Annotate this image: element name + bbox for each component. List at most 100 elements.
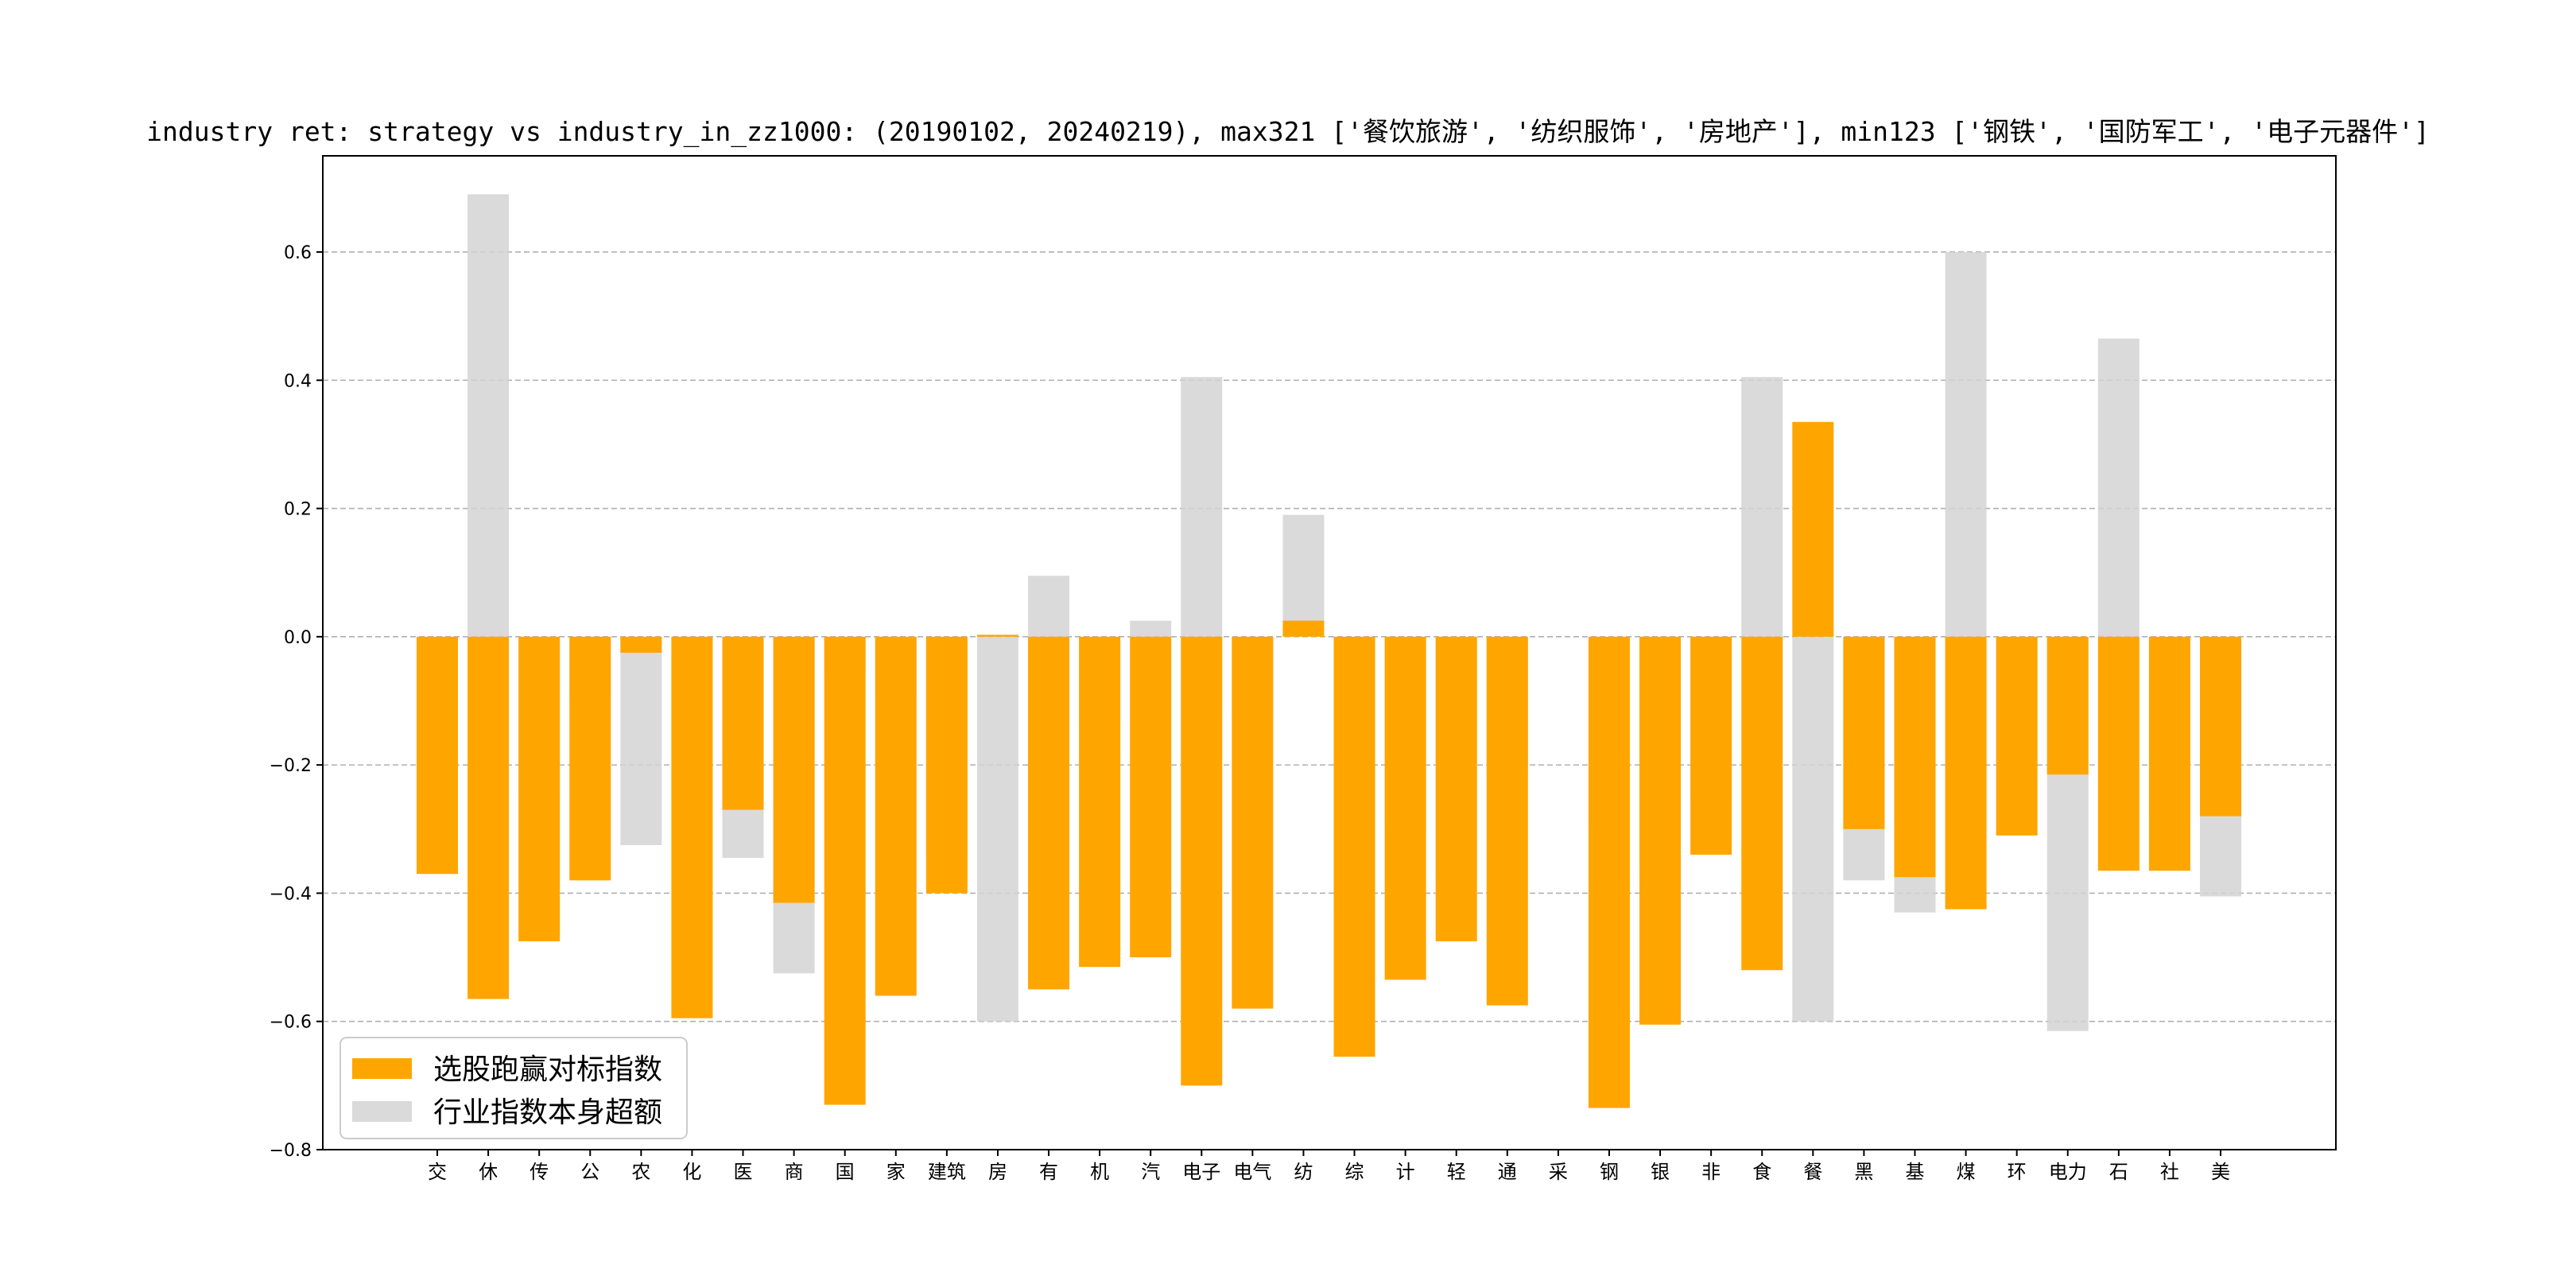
x-tick-label: 基 [1905,1161,1924,1183]
bar-strategy [1792,421,1834,637]
bar-strategy [417,636,458,875]
strategy-outperform-bars [417,421,2241,1108]
x-tick-label: 综 [1345,1161,1364,1183]
x-tick-label: 电气 [1233,1161,1271,1183]
bar-strategy [1639,636,1682,1025]
bar-strategy [1690,636,1732,855]
chart-title: industry ret: strategy vs industry_in_zz… [146,116,2430,148]
x-tick-label: 化 [682,1161,701,1183]
plot-area-frame [322,155,2337,1150]
bar-industry [467,194,510,637]
x-tick-label: 公 [580,1161,599,1183]
x-tick-label: 餐 [1803,1161,1822,1183]
y-tick-label: 0.2 [284,500,312,520]
x-tick-label: 通 [1498,1161,1517,1183]
bar-strategy [824,636,866,1105]
bar-strategy [1588,636,1630,1108]
x-tick-label: 钢 [1600,1161,1619,1183]
bar-strategy [467,636,510,999]
x-tick-label: 美 [2211,1161,2230,1183]
y-tick-label: −0.8 [270,1141,312,1161]
x-tick-label: 房 [988,1161,1007,1183]
bar-strategy [671,636,713,1018]
y-tick-label: 0.6 [284,243,312,263]
bar-industry [1028,576,1070,637]
bar-strategy [1843,636,1885,829]
x-tick-label: 采 [1549,1161,1568,1183]
x-tick-label: 纺 [1294,1161,1313,1183]
bar-strategy [2097,636,2140,871]
bar-strategy [1232,636,1274,1009]
bar-strategy [1333,636,1375,1057]
x-axis: 交 休 传 公 农 化 医 商 国 家建筑房 有 机 汽电子 电气 纺 综 计 轻 通 采 钢 银 非 食 餐 黑 基 煤 环电力石 社 美 [428,1150,2230,1183]
y-tick-label: 0.0 [284,628,312,648]
bar-industry [620,636,662,845]
bar-strategy [773,636,815,903]
bar-strategy [2200,636,2241,817]
y-tick-label: −0.2 [270,756,312,776]
x-tick-label: 环 [2008,1161,2027,1183]
bar-strategy [1130,636,1172,958]
bar-industry [1792,636,1834,1022]
x-tick-label: 传 [530,1161,549,1183]
bar-strategy [569,636,611,881]
y-tick-label: −0.6 [270,1013,312,1033]
bar-strategy [1028,636,1070,990]
x-tick-label: 交 [428,1161,447,1183]
legend-box [339,1037,688,1139]
x-tick-label: 医 [734,1161,753,1183]
bar-strategy [1894,636,1936,878]
bar-strategy [925,636,968,894]
bar-strategy [1486,636,1528,1006]
x-tick-label: 黑 [1854,1161,1873,1183]
x-tick-label: 食 [1752,1161,1771,1183]
x-tick-label: 轻 [1447,1161,1466,1183]
y-tick-label: 0.4 [284,371,312,391]
bar-industry [1741,377,1783,637]
x-tick-label: 家 [886,1161,906,1183]
x-tick-label: 汽 [1141,1161,1160,1183]
x-tick-label: 农 [631,1161,650,1183]
x-tick-label: 机 [1090,1161,1109,1183]
bar-strategy [722,636,764,810]
y-axis: −0.8 −0.6 −0.4 −0.2 0.0 0.2 0.4 0.6 [270,243,323,1161]
x-tick-label: 电力 [2049,1161,2087,1183]
bar-strategy [976,634,1018,637]
x-tick-label: 有 [1039,1161,1058,1183]
bar-industry [1282,514,1325,637]
bar-strategy [875,636,917,996]
bar-strategy [1384,636,1426,980]
x-tick-label: 休 [479,1161,498,1183]
x-tick-label: 非 [1701,1161,1721,1183]
bar-strategy [2148,636,2190,871]
y-tick-label: −0.4 [270,884,312,904]
legend-label-strategy: 选股跑赢对标指数 [433,1053,662,1086]
x-tick-label: 计 [1396,1161,1415,1183]
bar-strategy [1996,636,2038,836]
x-tick-label: 石 [2109,1161,2128,1183]
x-tick-label: 商 [785,1161,804,1183]
x-tick-label: 社 [2160,1161,2179,1183]
bar-strategy [1079,636,1121,968]
bar-strategy [1945,636,1987,910]
x-tick-label: 国 [836,1161,855,1183]
bar-industry [1130,620,1172,637]
legend: 选股跑赢对标指数 行业指数本身超额 [339,1037,688,1139]
bar-strategy [2046,636,2089,775]
x-tick-label: 银 [1651,1161,1670,1183]
x-tick-label: 煤 [1957,1161,1976,1183]
bar-strategy [1181,636,1223,1086]
bar-industry [2097,338,2140,637]
bar-strategy [518,636,561,941]
bar-industry [1181,377,1223,637]
bar-strategy [620,636,662,653]
legend-label-industry: 行业指数本身超额 [433,1096,662,1129]
bar-industry [1945,251,1987,637]
bar-strategy [1282,620,1325,637]
x-tick-label: 电子 [1182,1161,1220,1183]
bar-strategy [1741,636,1783,971]
bar-industry [976,636,1018,1022]
x-tick-label: 建筑 [928,1161,966,1183]
legend-swatch-industry [352,1101,412,1122]
